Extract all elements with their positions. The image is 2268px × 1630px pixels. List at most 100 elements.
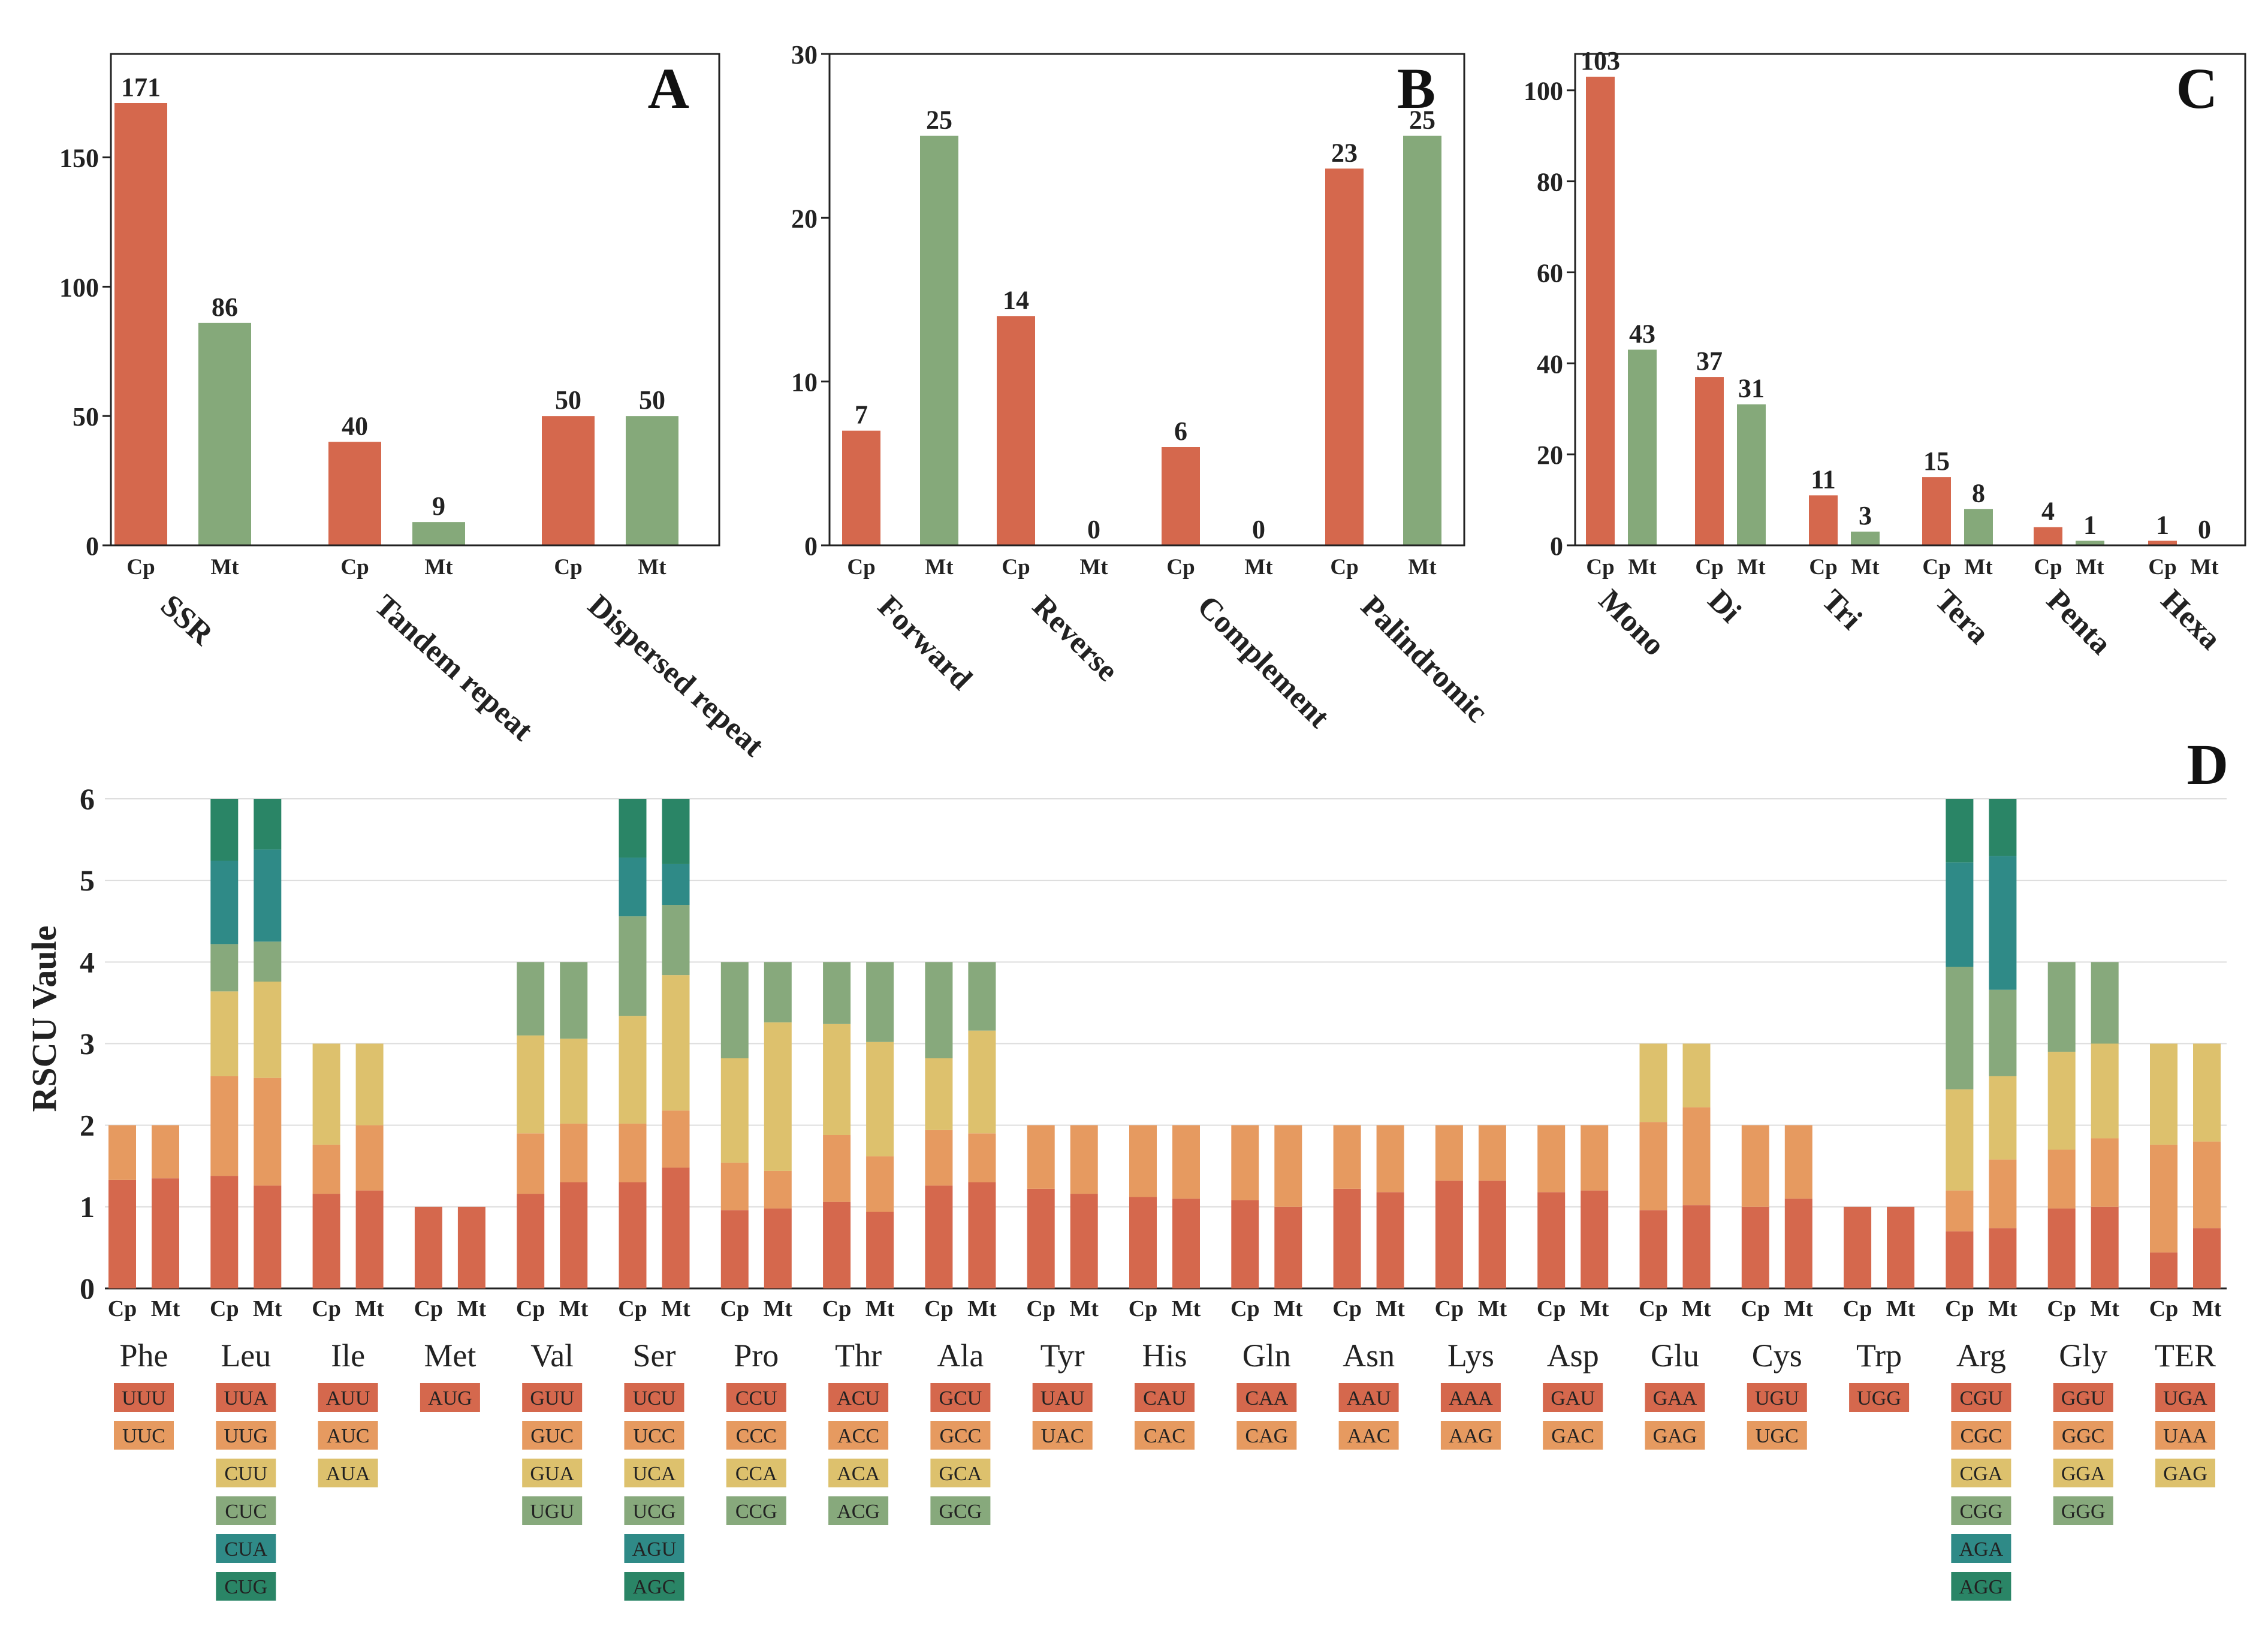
rscu-segment <box>866 1212 894 1288</box>
genome-label: Mt <box>1886 1296 1916 1321</box>
amino-acid-label: Phe <box>120 1338 168 1374</box>
rscu-segment <box>1129 1197 1157 1288</box>
codon-label: GUC <box>530 1425 574 1447</box>
bar-value-label: 1 <box>2083 510 2097 539</box>
genome-label: Cp <box>108 1296 137 1321</box>
panel-A: 171 Cp 86 Mt SSR 40 Cp 9 Mt Tandem repeat 50 Cp 50 Mt… <box>59 53 771 763</box>
rscu-segment <box>312 1043 340 1145</box>
series-label: Cp <box>1330 555 1358 579</box>
codon-legend-box <box>1135 1383 1195 1412</box>
bar-value-label: 40 <box>342 411 368 440</box>
rscu-segment <box>1070 1194 1098 1288</box>
genome-label: Mt <box>355 1296 384 1321</box>
codon-label: UUA <box>224 1387 268 1409</box>
codon-legend-box <box>624 1459 684 1487</box>
codon-legend-box <box>1440 1383 1501 1412</box>
codon-legend-box <box>1032 1383 1093 1412</box>
codon-label: CCG <box>735 1501 777 1523</box>
codon-label: UGU <box>1755 1387 1799 1409</box>
y-tick-label: 0 <box>804 532 818 561</box>
codon-label: CCC <box>736 1425 777 1447</box>
y-tick-label: 100 <box>59 273 99 302</box>
plot-frame <box>110 53 720 547</box>
rscu-segment <box>720 1163 749 1211</box>
codon-legend-box <box>1951 1459 2011 1487</box>
rscu-segment <box>662 975 690 1111</box>
bar-value-label: 14 <box>1003 285 1029 315</box>
bar-value-label: 23 <box>1331 138 1358 167</box>
codon-label: UUC <box>122 1425 165 1447</box>
bar-value-label: 25 <box>1409 105 1435 135</box>
rscu-segment <box>560 1123 588 1182</box>
rscu-segment <box>152 1178 179 1288</box>
genome-label: Cp <box>1026 1296 1055 1321</box>
rscu-segment <box>1887 1206 1915 1288</box>
rscu-segment <box>1989 1076 2017 1160</box>
rscu-segment <box>1333 1125 1361 1189</box>
rscu-segment <box>764 962 792 1023</box>
codon-label: GGA <box>2061 1463 2106 1485</box>
codon-legend-box <box>1440 1421 1501 1450</box>
y-tick-label: 0 <box>80 1272 95 1305</box>
amino-acid-label: Asp <box>1547 1338 1599 1374</box>
codon-legend-box <box>624 1534 684 1563</box>
codon-label: AGC <box>633 1576 676 1598</box>
rscu-segment <box>925 1058 953 1130</box>
category-label: Hexa <box>2155 583 2228 656</box>
y-tick-label: 10 <box>791 368 818 397</box>
series-label: Cp <box>1695 555 1723 579</box>
codon-legend-box <box>2053 1421 2113 1450</box>
codon-legend-box <box>216 1383 276 1412</box>
amino-acid-label: Leu <box>221 1338 271 1374</box>
rscu-segment <box>1581 1125 1609 1191</box>
amino-acid-label: Asn <box>1343 1338 1395 1374</box>
rscu-segment <box>210 944 239 992</box>
codon-legend-box <box>828 1459 889 1487</box>
series-label: Cp <box>847 555 875 579</box>
codon-label: GAG <box>2163 1463 2207 1485</box>
rscu-segment <box>1639 1210 1667 1288</box>
y-tick-label: 20 <box>1537 440 1563 470</box>
amino-acid-label: Tyr <box>1040 1338 1085 1374</box>
bar-value-label: 9 <box>432 491 445 521</box>
rscu-segment <box>866 1156 894 1212</box>
codon-label: CAC <box>1144 1425 1186 1447</box>
codon-label: CUG <box>224 1576 267 1598</box>
codon-label: CGA <box>1960 1463 2003 1485</box>
codon-legend-box <box>318 1459 378 1487</box>
series-label: Mt <box>1737 555 1766 579</box>
rscu-segment <box>925 1185 953 1288</box>
y-tick-label: 0 <box>86 532 99 561</box>
bar-cp <box>1695 377 1724 545</box>
codon-legend-box <box>726 1459 786 1487</box>
codon-legend-box <box>114 1383 174 1412</box>
panel-D: 0 1 2 3 4 5 6 RSCU Vaule D Cp Mt Phe UUU UUC Cp Mt Leu UU… <box>25 732 2228 1601</box>
bar-cp <box>2034 527 2062 545</box>
bar-mt <box>1851 532 1880 545</box>
rscu-segment <box>517 1035 545 1134</box>
genome-label: Cp <box>1843 1296 1872 1321</box>
codon-legend-box <box>1645 1383 1705 1412</box>
plot-frame <box>1574 53 2246 547</box>
bar-value-label: 31 <box>1738 374 1765 403</box>
genome-label: Cp <box>720 1296 750 1321</box>
bar-value-label: 103 <box>1581 46 1620 76</box>
codon-label: CGC <box>1960 1425 2002 1447</box>
codon-label: UCA <box>633 1463 676 1485</box>
rscu-segment <box>1741 1125 1769 1207</box>
rscu-segment <box>1581 1190 1609 1288</box>
bar-value-label: 25 <box>926 105 952 135</box>
rscu-segment <box>662 1167 690 1288</box>
rscu-segment <box>210 799 239 861</box>
genome-label: Mt <box>1478 1296 1507 1321</box>
amino-acid-label: Gly <box>2059 1338 2107 1374</box>
codon-label: ACG <box>837 1501 880 1523</box>
codon-label: CAU <box>1143 1387 1186 1409</box>
rscu-segment <box>2193 1141 2221 1228</box>
codon-label: UAA <box>2163 1425 2207 1447</box>
codon-label: GCA <box>939 1463 982 1485</box>
codon-label: CCA <box>735 1463 777 1485</box>
y-tick-label: 3 <box>80 1027 95 1061</box>
genome-label: Mt <box>967 1296 997 1321</box>
rscu-segment <box>968 1133 996 1182</box>
